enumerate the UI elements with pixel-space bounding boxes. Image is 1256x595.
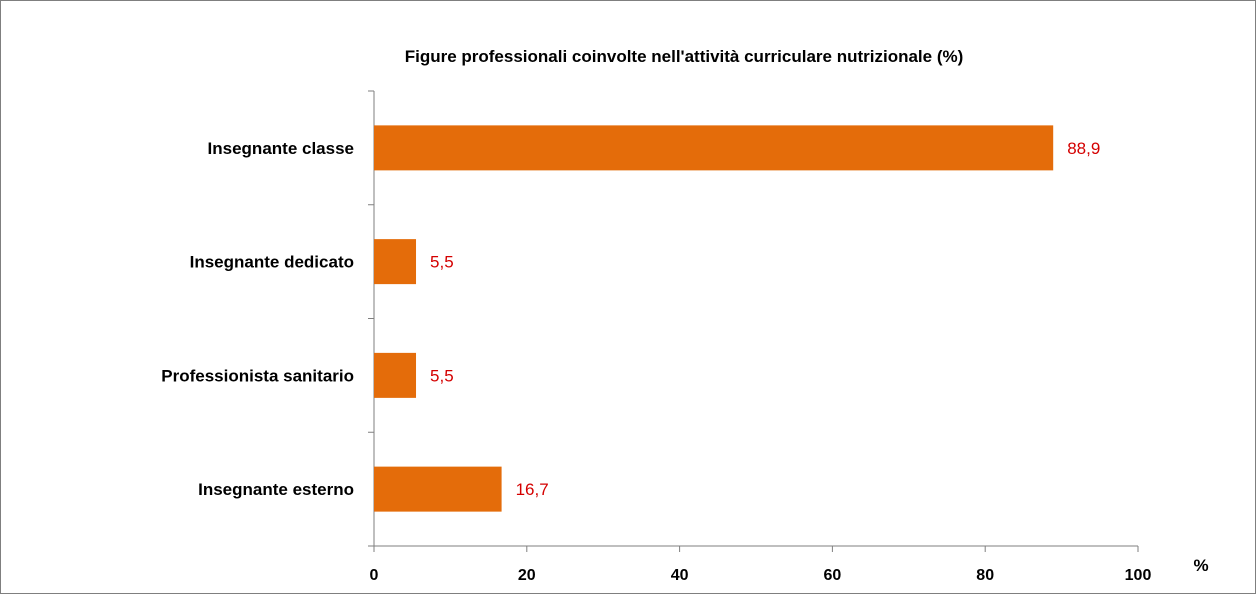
chart-title: Figure professionali coinvolte nell'atti…: [405, 47, 964, 66]
x-tick-label: 20: [518, 567, 536, 584]
x-tick-label: 100: [1125, 567, 1152, 584]
x-tick-label: 40: [671, 567, 689, 584]
bar: [374, 466, 502, 512]
bar: [374, 239, 417, 285]
bar: [374, 352, 417, 398]
category-label: Professionista sanitario: [161, 366, 354, 385]
x-tick-label: 60: [824, 567, 842, 584]
x-tick-label: 0: [370, 567, 379, 584]
plot-area: 0 20 40 60 80 100% Insegnante classe 88,9 Insegn…: [161, 90, 1209, 584]
data-label: 5,5: [430, 253, 454, 272]
category-label: Insegnante classe: [208, 139, 354, 158]
data-label: 88,9: [1067, 139, 1100, 158]
category-label: Insegnante esterno: [198, 480, 354, 499]
category-label: Insegnante dedicato: [190, 253, 354, 272]
data-label: 5,5: [430, 366, 454, 385]
data-label: 16,7: [516, 480, 549, 499]
x-axis-unit-label: %: [1193, 556, 1208, 575]
bar: [374, 125, 1054, 171]
x-tick-label: 80: [976, 567, 994, 584]
